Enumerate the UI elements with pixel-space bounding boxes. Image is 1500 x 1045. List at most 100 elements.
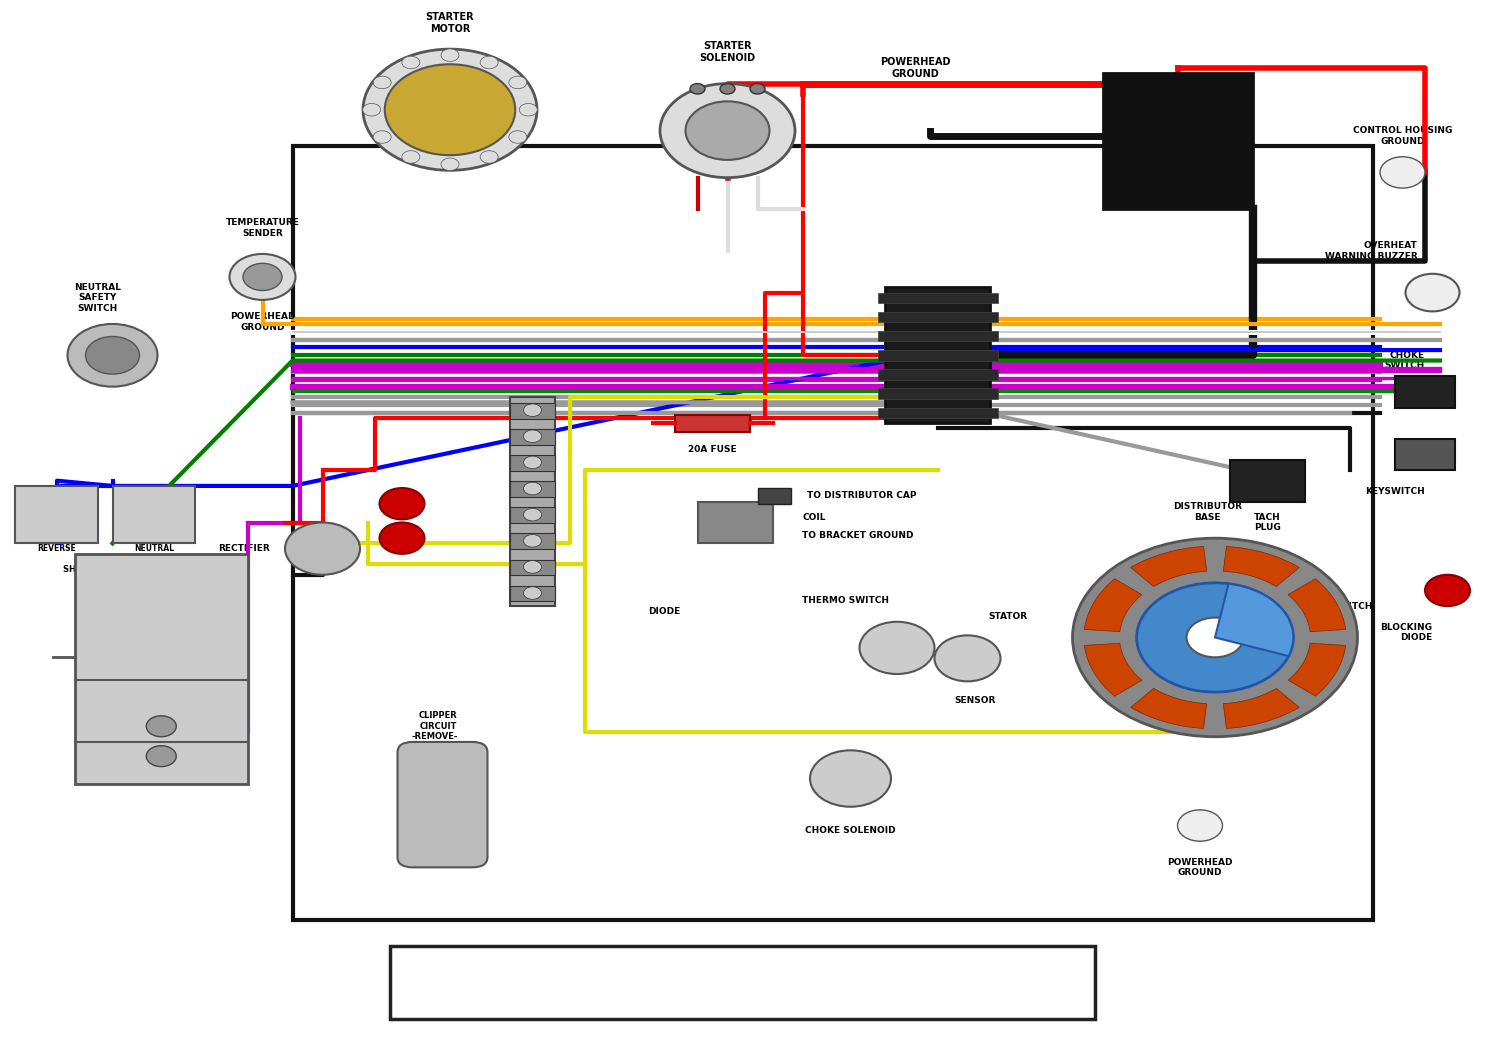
Text: NEUTRAL: NEUTRAL: [135, 544, 174, 553]
FancyBboxPatch shape: [398, 742, 488, 867]
Circle shape: [1137, 583, 1293, 692]
Circle shape: [1178, 810, 1222, 841]
Circle shape: [480, 56, 498, 69]
FancyBboxPatch shape: [510, 560, 555, 576]
FancyBboxPatch shape: [675, 415, 750, 432]
FancyBboxPatch shape: [510, 508, 555, 524]
Text: TACH
PLUG: TACH PLUG: [1254, 513, 1281, 532]
Bar: [878, 331, 998, 342]
Circle shape: [363, 49, 537, 170]
Circle shape: [524, 535, 542, 548]
Wedge shape: [1288, 644, 1346, 696]
Text: THERMO SWITCH: THERMO SWITCH: [802, 597, 889, 605]
Text: STARTER
MOTOR: STARTER MOTOR: [426, 13, 474, 33]
Circle shape: [686, 101, 770, 160]
FancyBboxPatch shape: [1395, 376, 1455, 408]
Bar: [878, 311, 998, 322]
FancyBboxPatch shape: [698, 502, 772, 543]
Circle shape: [509, 131, 526, 143]
Wedge shape: [1224, 547, 1299, 586]
Circle shape: [380, 488, 424, 519]
Text: TO SHIFT SWITCH: TO SHIFT SWITCH: [1282, 602, 1372, 610]
Wedge shape: [1131, 547, 1206, 586]
Circle shape: [86, 336, 140, 374]
FancyBboxPatch shape: [1230, 460, 1305, 502]
Text: STARTER
SOLENOID: STARTER SOLENOID: [699, 42, 756, 63]
Circle shape: [363, 103, 381, 116]
Text: RECTIFIER: RECTIFIER: [219, 544, 270, 553]
Text: TEMPERATURE
SENDER: TEMPERATURE SENDER: [225, 218, 300, 237]
Circle shape: [524, 509, 542, 521]
Circle shape: [524, 483, 542, 495]
Circle shape: [519, 103, 537, 116]
Text: 100 & 125 HP   1971-72: 100 & 125 HP 1971-72: [558, 969, 927, 996]
Wedge shape: [1084, 644, 1142, 696]
Circle shape: [1380, 157, 1425, 188]
Text: → ←: → ←: [924, 348, 951, 363]
Circle shape: [1072, 538, 1358, 737]
Circle shape: [402, 56, 420, 69]
Wedge shape: [1215, 584, 1293, 656]
Circle shape: [68, 324, 158, 387]
Circle shape: [147, 716, 177, 737]
Wedge shape: [1224, 689, 1299, 728]
Text: –: –: [1226, 186, 1234, 201]
Circle shape: [1406, 274, 1459, 311]
Circle shape: [384, 65, 516, 156]
Bar: [878, 369, 998, 379]
Text: TO DISTRIBUTOR CAP: TO DISTRIBUTOR CAP: [807, 491, 916, 501]
Text: SHIFT SOLENOIDS: SHIFT SOLENOIDS: [63, 565, 147, 574]
Circle shape: [441, 49, 459, 62]
Text: COIL: COIL: [802, 513, 826, 521]
FancyBboxPatch shape: [510, 482, 555, 497]
FancyBboxPatch shape: [15, 486, 98, 543]
Text: POWERHEAD
GROUND: POWERHEAD GROUND: [230, 312, 296, 331]
FancyBboxPatch shape: [510, 585, 555, 602]
FancyBboxPatch shape: [510, 456, 555, 471]
Circle shape: [374, 76, 392, 89]
Text: KEYSWITCH: KEYSWITCH: [1365, 487, 1425, 495]
Wedge shape: [1084, 579, 1142, 631]
Circle shape: [147, 746, 177, 767]
Bar: [878, 293, 998, 303]
Circle shape: [285, 522, 360, 575]
Text: REVERSE: REVERSE: [38, 544, 76, 553]
FancyBboxPatch shape: [510, 429, 555, 445]
Circle shape: [509, 76, 526, 89]
Circle shape: [810, 750, 891, 807]
Text: TO BRACKET GROUND: TO BRACKET GROUND: [802, 531, 913, 539]
Text: SENSOR: SENSOR: [954, 696, 996, 704]
Circle shape: [441, 158, 459, 170]
Text: CLIPPER
CIRCUIT
-REMOVE-
THIS: CLIPPER CIRCUIT -REMOVE- THIS: [411, 712, 458, 751]
Circle shape: [380, 522, 424, 554]
Circle shape: [750, 84, 765, 94]
Circle shape: [480, 150, 498, 163]
FancyBboxPatch shape: [510, 403, 555, 419]
Text: CONTROL HOUSING
GROUND: CONTROL HOUSING GROUND: [1353, 126, 1452, 145]
Text: PULSE
PACK: PULSE PACK: [136, 620, 186, 649]
Circle shape: [524, 457, 542, 469]
FancyBboxPatch shape: [1395, 439, 1455, 470]
Bar: [878, 389, 998, 399]
FancyBboxPatch shape: [510, 534, 555, 550]
Circle shape: [690, 84, 705, 94]
FancyBboxPatch shape: [292, 146, 1372, 920]
FancyBboxPatch shape: [885, 287, 990, 423]
Circle shape: [374, 131, 392, 143]
Text: NEUTRAL
SAFETY
SWITCH: NEUTRAL SAFETY SWITCH: [74, 283, 122, 312]
Circle shape: [859, 622, 934, 674]
Circle shape: [720, 84, 735, 94]
Text: +: +: [1119, 87, 1131, 101]
Bar: [878, 350, 998, 361]
Text: BLOCKING
DIODE: BLOCKING DIODE: [1380, 623, 1432, 642]
Circle shape: [402, 150, 420, 163]
Circle shape: [524, 561, 542, 573]
Circle shape: [230, 254, 296, 300]
Circle shape: [1186, 618, 1244, 657]
Text: DIODE: DIODE: [648, 607, 680, 616]
FancyBboxPatch shape: [510, 397, 555, 606]
Circle shape: [524, 404, 542, 417]
FancyBboxPatch shape: [1102, 73, 1252, 209]
Text: DISTRIBUTOR
BASE: DISTRIBUTOR BASE: [1173, 503, 1242, 521]
FancyBboxPatch shape: [112, 486, 195, 543]
